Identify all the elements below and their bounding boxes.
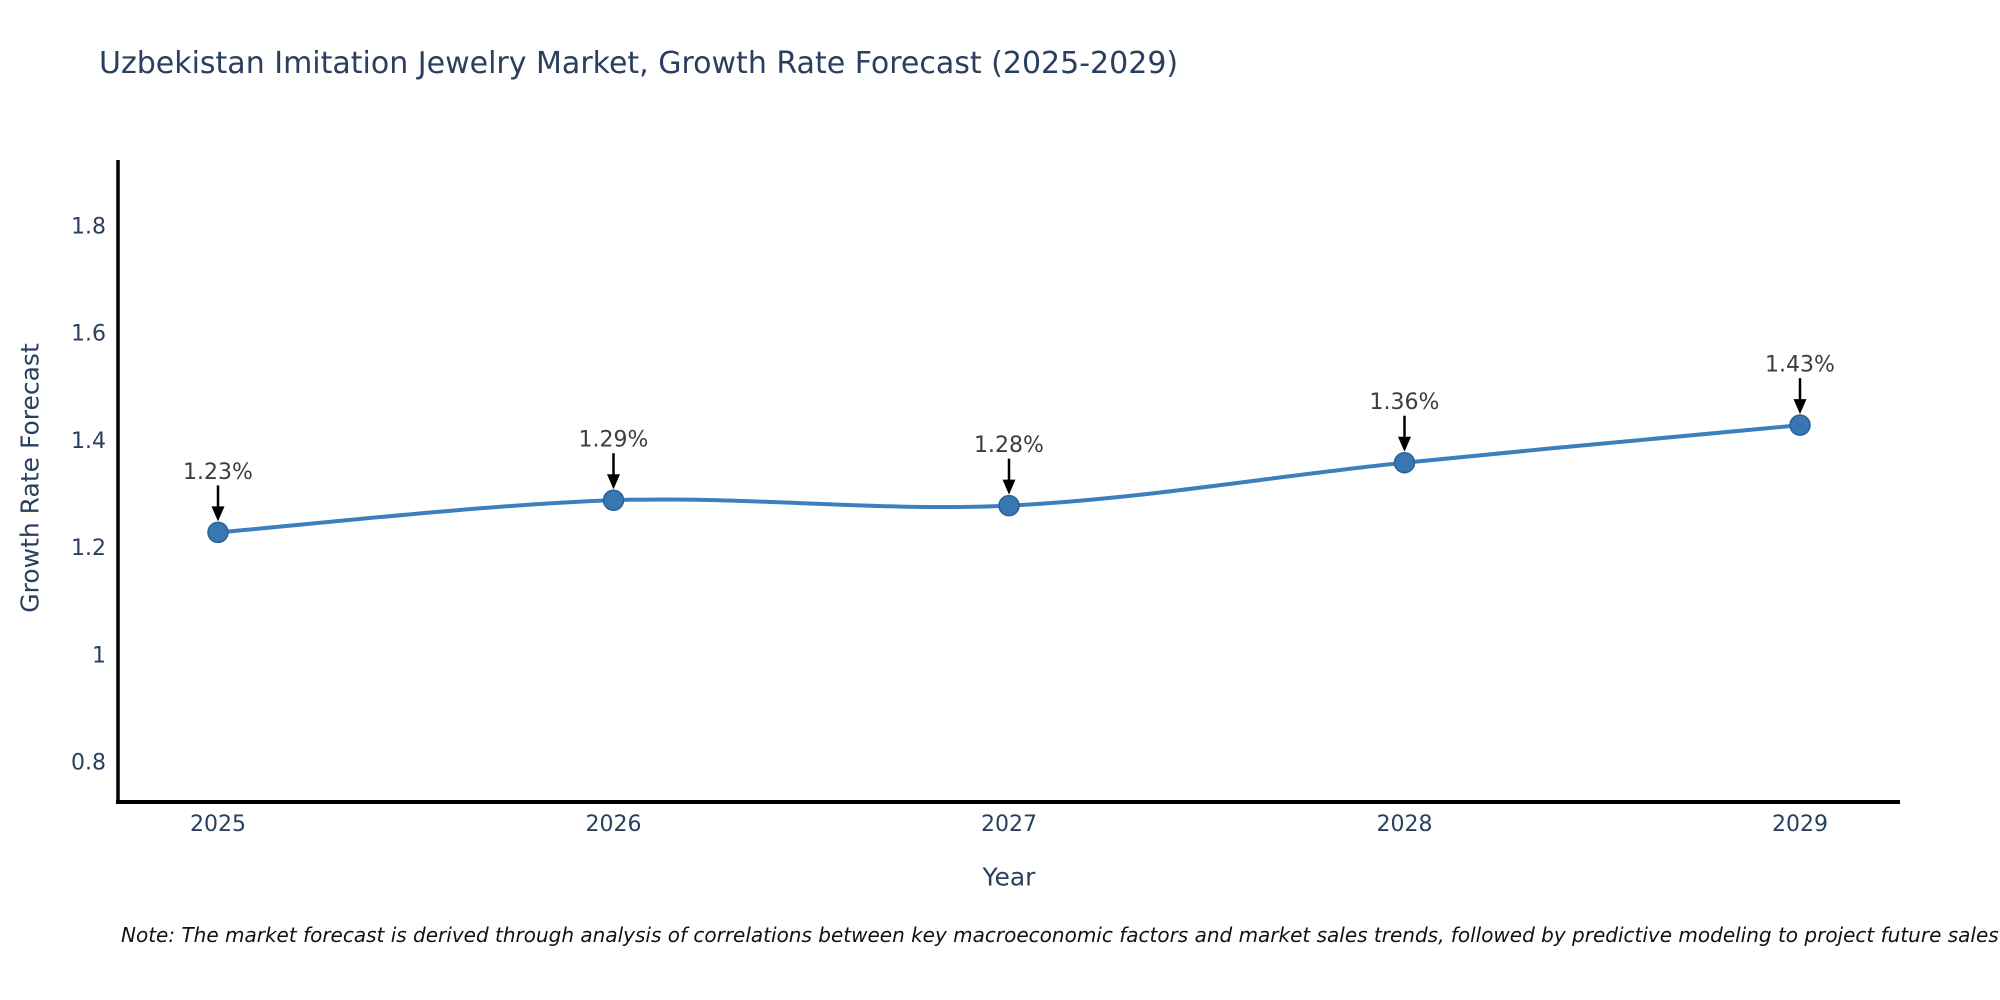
x-tick-label: 2025 [190, 812, 246, 837]
point-value-label: 1.43% [1765, 353, 1835, 378]
y-tick-label: 1 [92, 643, 106, 668]
x-tick-label: 2026 [586, 812, 642, 837]
chart-title: Uzbekistan Imitation Jewelry Market, Gro… [99, 46, 1179, 81]
y-tick-label: 1.8 [71, 214, 106, 239]
annotation-arrowhead-icon [211, 506, 225, 522]
data-point-marker[interactable] [1789, 414, 1811, 436]
annotation-arrowhead-icon [1793, 399, 1807, 415]
annotation-arrowhead-icon [1398, 436, 1411, 452]
point-value-label: 1.23% [183, 460, 253, 485]
y-axis-title: Growth Rate Forecast [15, 343, 45, 613]
point-value-label: 1.36% [1370, 390, 1440, 415]
data-point-marker[interactable] [998, 494, 1020, 517]
annotation-arrowhead-icon [1002, 479, 1016, 495]
y-tick-label: 1.4 [71, 429, 106, 454]
x-axis-title: Year [982, 862, 1036, 892]
x-tick-label: 2029 [1772, 812, 1828, 837]
y-tick-label: 1.6 [71, 322, 106, 347]
x-tick-label: 2028 [1377, 812, 1433, 837]
y-tick-label: 1.2 [71, 536, 106, 561]
point-value-label: 1.28% [974, 433, 1044, 458]
data-point-marker[interactable] [602, 489, 625, 511]
y-tick-label: 0.8 [71, 751, 106, 776]
point-value-label: 1.29% [579, 428, 649, 453]
footnote: Note: The market forecast is derived thr… [121, 923, 1999, 947]
x-tick-label: 2027 [981, 812, 1037, 837]
annotation-arrowhead-icon [607, 474, 620, 490]
data-point-marker[interactable] [207, 521, 229, 544]
data-point-marker[interactable] [1393, 451, 1416, 474]
